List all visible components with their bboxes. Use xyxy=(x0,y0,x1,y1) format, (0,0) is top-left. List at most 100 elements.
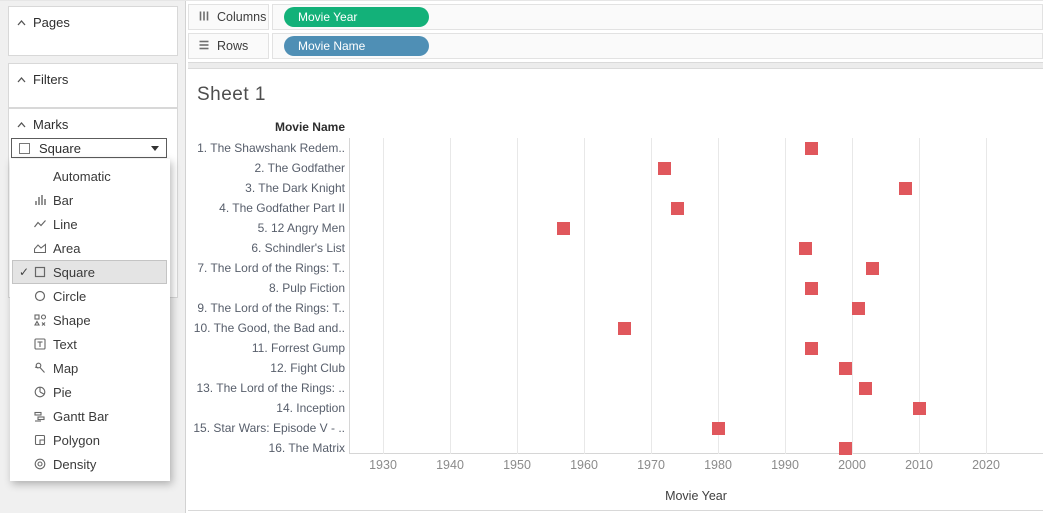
row-label: 16. The Matrix xyxy=(268,441,345,455)
row-label: 9. The Lord of the Rings: T.. xyxy=(197,301,345,315)
rows-shelf-label: Rows xyxy=(188,33,269,59)
menu-item-pie[interactable]: Pie xyxy=(10,380,170,404)
collapse-up-icon xyxy=(17,121,26,128)
data-mark-square[interactable] xyxy=(858,381,872,395)
x-tick-label: 2000 xyxy=(838,458,866,472)
columns-shelf-label: Columns xyxy=(188,4,269,30)
dropdown-caret-icon xyxy=(151,145,159,151)
density-icon xyxy=(34,458,53,470)
line-icon xyxy=(34,218,53,230)
pages-header[interactable]: Pages xyxy=(9,7,177,30)
row-label: 15. Star Wars: Episode V - .. xyxy=(193,421,345,435)
menu-item-gantt-bar[interactable]: Gantt Bar xyxy=(10,404,170,428)
text-icon xyxy=(34,338,53,350)
worksheet: Sheet 1 xyxy=(188,69,1043,511)
area-icon xyxy=(34,242,53,254)
shape-icon xyxy=(34,314,53,326)
row-label: 11. Forrest Gump xyxy=(251,341,345,355)
data-mark-square[interactable] xyxy=(865,261,879,275)
x-tick-label: 1960 xyxy=(570,458,598,472)
polygon-icon xyxy=(34,434,53,446)
menu-item-line[interactable]: Line xyxy=(10,212,170,236)
gridline xyxy=(785,138,786,454)
square-mark-icon xyxy=(19,142,30,154)
menu-item-bar[interactable]: Bar xyxy=(10,188,170,212)
data-mark-square[interactable] xyxy=(899,181,913,195)
filters-card: Filters xyxy=(8,63,178,108)
data-mark-square[interactable] xyxy=(805,341,819,355)
data-mark-square[interactable] xyxy=(557,221,571,235)
row-label: 8. Pulp Fiction xyxy=(268,281,345,295)
mark-type-dropdown[interactable]: Square xyxy=(11,138,167,158)
gantt-bar-icon xyxy=(34,410,53,422)
data-mark-square[interactable] xyxy=(617,321,631,335)
row-label: 5. 12 Angry Men xyxy=(257,221,345,235)
menu-item-density[interactable]: Density xyxy=(10,452,170,476)
marks-header[interactable]: Marks xyxy=(9,109,177,132)
gridline xyxy=(718,138,719,454)
rows-icon xyxy=(198,39,210,54)
row-label: 7. The Lord of the Rings: T.. xyxy=(197,261,345,275)
collapse-up-icon xyxy=(17,76,26,83)
menu-item-automatic[interactable]: Automatic xyxy=(53,168,111,184)
columns-pill[interactable]: Movie Year xyxy=(284,7,429,27)
menu-item-polygon[interactable]: Polygon xyxy=(10,428,170,452)
collapse-up-icon xyxy=(17,19,26,26)
row-label: 2. The Godfather xyxy=(254,161,345,175)
mark-type-menu: Automatic Bar Line xyxy=(10,159,170,481)
mark-type-value: Square xyxy=(39,140,81,156)
menu-item-area[interactable]: Area xyxy=(10,236,170,260)
menu-item-map[interactable]: Map xyxy=(10,356,170,380)
rows-shelf[interactable]: Movie Name xyxy=(272,33,1043,59)
x-tick-label: 2020 xyxy=(972,458,1000,472)
gridline xyxy=(383,138,384,454)
x-tick-label: 1980 xyxy=(704,458,732,472)
filters-header[interactable]: Filters xyxy=(9,64,177,87)
x-tick-label: 1950 xyxy=(503,458,531,472)
data-mark-square[interactable] xyxy=(711,421,725,435)
toolbar-divider xyxy=(188,62,1043,69)
gridline xyxy=(517,138,518,454)
row-label: 3. The Dark Knight xyxy=(245,181,345,195)
row-label: 12. Fight Club xyxy=(270,361,345,375)
pages-label: Pages xyxy=(33,15,70,30)
marks-label: Marks xyxy=(33,117,69,132)
x-tick-label: 1970 xyxy=(637,458,665,472)
data-mark-square[interactable] xyxy=(838,361,852,375)
rows-pill[interactable]: Movie Name xyxy=(284,36,429,56)
data-mark-square[interactable] xyxy=(852,301,866,315)
sidebar: Pages Filters Marks Square xyxy=(0,1,186,513)
sheet-title: Sheet 1 xyxy=(197,84,266,105)
pie-icon xyxy=(34,386,53,398)
row-label: 14. Inception xyxy=(276,401,345,415)
menu-item-square[interactable]: ✓ Square xyxy=(12,260,167,284)
data-mark-square[interactable] xyxy=(657,161,671,175)
data-mark-square[interactable] xyxy=(805,281,819,295)
bar-icon xyxy=(34,194,53,206)
row-label: 4. The Godfather Part II xyxy=(219,201,345,215)
data-mark-square[interactable] xyxy=(798,241,812,255)
data-mark-square[interactable] xyxy=(912,401,926,415)
circle-icon xyxy=(34,290,53,302)
gridline xyxy=(852,138,853,454)
gridline xyxy=(919,138,920,454)
x-tick-label: 2010 xyxy=(905,458,933,472)
square-icon xyxy=(34,266,53,278)
y-axis-line xyxy=(349,138,350,454)
row-label: 6. Schindler's List xyxy=(251,241,345,255)
gridline xyxy=(450,138,451,454)
data-mark-square[interactable] xyxy=(671,201,685,215)
menu-item-text[interactable]: Text xyxy=(10,332,170,356)
map-pin-icon xyxy=(34,362,53,374)
data-mark-square[interactable] xyxy=(838,441,852,455)
columns-shelf[interactable]: Movie Year xyxy=(272,4,1043,30)
check-icon: ✓ xyxy=(19,265,30,279)
gridline xyxy=(584,138,585,454)
menu-item-shape[interactable]: Shape xyxy=(10,308,170,332)
row-label: 1. The Shawshank Redem.. xyxy=(197,141,345,155)
data-mark-square[interactable] xyxy=(805,141,819,155)
x-tick-label: 1940 xyxy=(436,458,464,472)
menu-item-circle[interactable]: Circle xyxy=(10,284,170,308)
